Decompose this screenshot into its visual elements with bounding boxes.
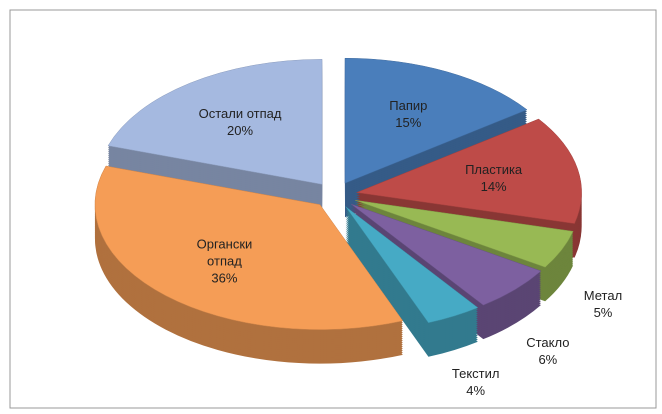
value-label: 36%: [211, 270, 238, 286]
value-label: 20%: [227, 122, 254, 138]
slice-label: Пластика 14%: [465, 161, 522, 195]
slice: [344, 57, 528, 184]
value-label: 14%: [480, 179, 507, 194]
slice: [355, 199, 574, 268]
category-label: Пластика: [465, 162, 523, 177]
category-label: Папир: [389, 98, 428, 114]
slice: [355, 118, 582, 224]
category-label: Стакло: [526, 334, 570, 350]
slice: [107, 59, 323, 185]
slice: [345, 206, 479, 324]
category-label: Текстил: [451, 366, 500, 381]
value-label: 4%: [466, 383, 486, 398]
category-label: Остали отпад: [198, 105, 282, 121]
category-label: Метал: [583, 287, 623, 303]
slice-label: Метал 5%: [584, 287, 622, 321]
slice-label: Папир 15%: [389, 97, 427, 131]
slice-label: Органски отпад 36%: [179, 236, 269, 287]
slice: [350, 203, 542, 306]
value-label: 15%: [395, 115, 422, 131]
slice: [94, 165, 404, 330]
slice-label: Остали отпад 20%: [199, 105, 282, 139]
slice-label: Текстил 4%: [452, 365, 500, 399]
slice-label: Стакло 6%: [526, 334, 569, 368]
value-label: 5%: [593, 304, 613, 320]
category-label: Органски отпад: [196, 236, 253, 269]
value-label: 6%: [538, 351, 558, 367]
